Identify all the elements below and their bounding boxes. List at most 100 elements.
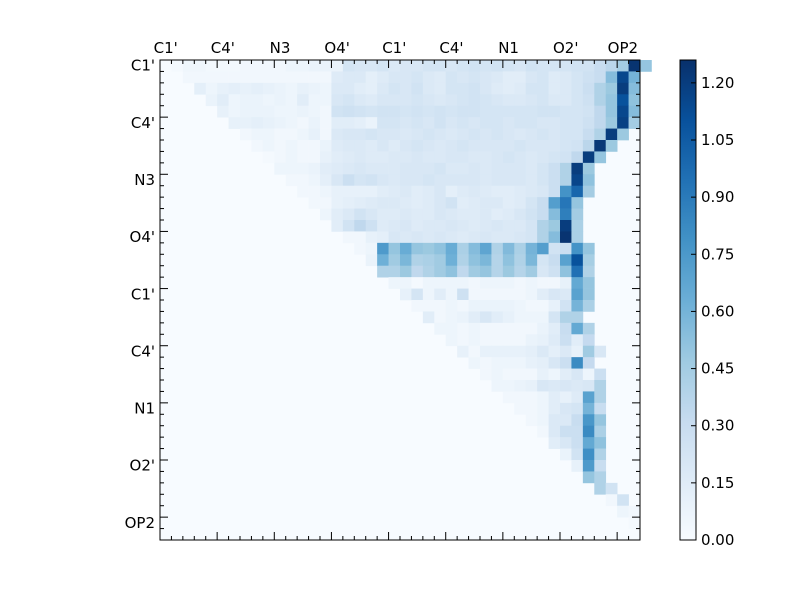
- heatmap-cell: [571, 82, 584, 95]
- heatmap-cell: [400, 105, 412, 118]
- heatmap-cell: [502, 368, 515, 381]
- heatmap-cell: [582, 391, 595, 404]
- heatmap-cell: [468, 71, 481, 84]
- heatmap-cell: [457, 231, 469, 244]
- heatmap-cell: [514, 117, 527, 129]
- heatmap-cell: [388, 128, 401, 141]
- heatmap-cell: [411, 82, 424, 95]
- heatmap-cell: [548, 151, 561, 164]
- heatmap-cell: [205, 94, 218, 107]
- heatmap-cell: [525, 322, 538, 335]
- heatmap-cell: [331, 174, 344, 187]
- heatmap-cell: [491, 117, 504, 129]
- heatmap-cell: [571, 460, 584, 472]
- heatmap-cell: [480, 82, 492, 95]
- heatmap-cell: [400, 254, 412, 267]
- heatmap-cell: [468, 162, 481, 175]
- heatmap-cell: [480, 288, 492, 301]
- heatmap-cell: [502, 380, 515, 392]
- heatmap-cell: [445, 311, 458, 324]
- heatmap-cell: [445, 277, 458, 289]
- heatmap-cell: [491, 197, 504, 209]
- heatmap-cell: [571, 277, 584, 289]
- y-tick-labels: C1' C4' N3 O4' C1' C4' N1 O2' OP2: [125, 57, 155, 532]
- heatmap-cell: [377, 140, 389, 152]
- heatmap-cell: [468, 197, 481, 209]
- heatmap-cell: [491, 174, 504, 187]
- heatmap-cell: [560, 128, 572, 141]
- heatmap-cell: [525, 311, 538, 324]
- heatmap-cell: [571, 231, 584, 244]
- heatmap-cell: [571, 220, 584, 232]
- heatmap-cell: [560, 414, 572, 427]
- colorbar-tick-label: 0.60: [701, 302, 734, 320]
- heatmap-cell: [411, 185, 424, 198]
- heatmap-cell: [365, 71, 378, 84]
- heatmap-cell: [480, 71, 492, 84]
- heatmap-cell: [468, 265, 481, 278]
- y-tick-label: O2': [130, 457, 155, 475]
- heatmap-cell: [594, 391, 607, 404]
- heatmap-cell: [422, 311, 435, 324]
- heatmap-cell: [560, 231, 572, 244]
- heatmap-cell: [617, 494, 629, 507]
- heatmap-cell: [582, 345, 595, 358]
- heatmap-cell: [331, 128, 344, 141]
- heatmap-cell: [445, 265, 458, 278]
- heatmap-cell: [548, 197, 561, 209]
- heatmap-cell: [548, 174, 561, 187]
- heatmap-cell: [308, 82, 321, 95]
- heatmap-cell: [594, 71, 607, 84]
- heatmap-cell: [502, 254, 515, 267]
- heatmap-cell: [194, 82, 207, 95]
- heatmap-cell: [594, 425, 607, 438]
- heatmap-cell: [525, 197, 538, 209]
- heatmap-cell: [582, 254, 595, 267]
- heatmap-cell: [308, 174, 321, 187]
- heatmap-cell: [468, 82, 481, 95]
- heatmap-cell: [582, 300, 595, 312]
- heatmap-cell: [400, 231, 412, 244]
- heatmap-cell: [514, 357, 527, 369]
- heatmap-cell: [422, 128, 435, 141]
- heatmap-cell: [582, 60, 595, 72]
- heatmap-cell: [502, 357, 515, 369]
- heatmap-cell: [582, 105, 595, 118]
- heatmap-cell: [342, 82, 355, 95]
- heatmap-cell: [537, 368, 549, 381]
- heatmap-cell: [262, 82, 275, 95]
- heatmap-cell: [445, 174, 458, 187]
- heatmap-cell: [365, 185, 378, 198]
- heatmap-cell: [217, 82, 229, 95]
- heatmap-cell: [285, 82, 298, 95]
- heatmap-cell: [285, 140, 298, 152]
- heatmap-cell: [537, 334, 549, 347]
- heatmap-cell: [502, 117, 515, 129]
- x-tick-label: N3: [270, 39, 291, 57]
- heatmap-cell: [605, 140, 618, 152]
- heatmap-cell: [571, 117, 584, 129]
- heatmap-cell: [514, 162, 527, 175]
- heatmap-cell: [331, 162, 344, 175]
- heatmap-cell: [194, 71, 207, 84]
- heatmap-cell: [514, 140, 527, 152]
- heatmap-cell: [457, 185, 469, 198]
- heatmap-cell: [560, 151, 572, 164]
- heatmap-cell: [525, 345, 538, 358]
- heatmap-cell: [354, 71, 367, 84]
- heatmap-cell: [582, 334, 595, 347]
- heatmap-cell: [320, 140, 332, 152]
- heatmap-cell: [548, 402, 561, 415]
- heatmap-cell: [468, 254, 481, 267]
- heatmap-cell: [331, 208, 344, 221]
- heatmap-cell: [342, 94, 355, 107]
- heatmap-cell: [365, 60, 378, 72]
- heatmap-cell: [388, 231, 401, 244]
- heatmap-cell: [411, 105, 424, 118]
- heatmap-cell: [571, 357, 584, 369]
- heatmap-cell: [525, 151, 538, 164]
- heatmap-cell: [342, 117, 355, 129]
- heatmap-cell: [605, 117, 618, 129]
- heatmap-cell: [525, 128, 538, 141]
- heatmap-cell: [560, 425, 572, 438]
